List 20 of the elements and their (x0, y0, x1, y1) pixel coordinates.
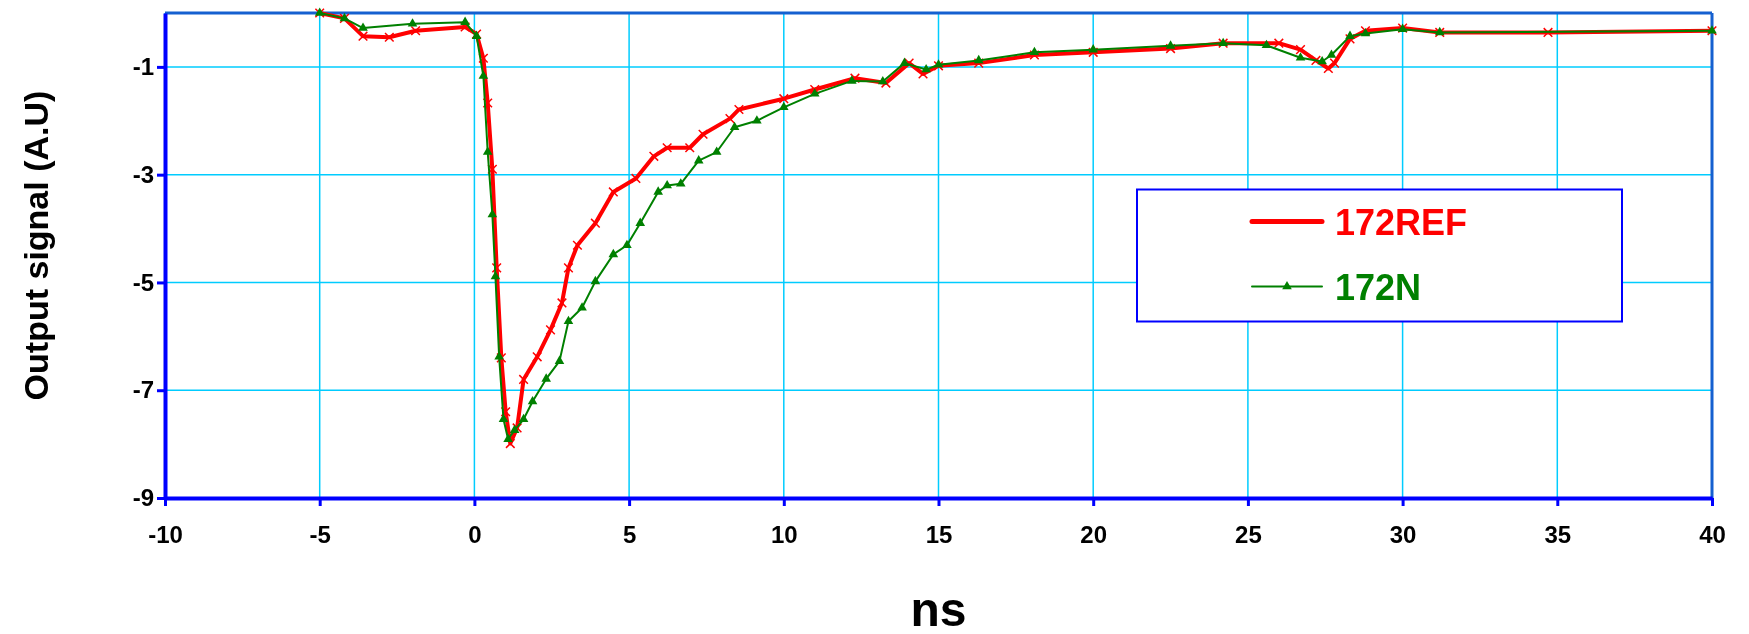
y-tick-label: -1 (132, 53, 154, 81)
legend-label: 172REF (1335, 201, 1468, 243)
x-tick-label: 15 (925, 520, 953, 548)
y-tick-label: -9 (132, 484, 154, 512)
x-tick-label: 0 (468, 520, 482, 548)
x-axis-title: ns (910, 583, 967, 634)
x-tick-label: 25 (1235, 520, 1262, 548)
x-tick-label: -10 (148, 520, 183, 548)
y-tick-label: -3 (132, 160, 154, 188)
x-tick-label: 30 (1389, 520, 1417, 548)
x-tick-label: 5 (622, 520, 637, 548)
x-tick-label: 10 (770, 520, 798, 548)
y-axis-title: Output signal (A.U) (17, 90, 55, 401)
x-tick-label: 20 (1080, 520, 1108, 548)
x-tick-label: -5 (309, 520, 331, 548)
y-tick-label: -7 (132, 376, 154, 404)
y-tick-label: -5 (132, 268, 154, 296)
x-tick-label: 40 (1699, 520, 1726, 548)
legend-label: 172N (1335, 266, 1422, 308)
x-tick-label: 35 (1544, 520, 1572, 548)
